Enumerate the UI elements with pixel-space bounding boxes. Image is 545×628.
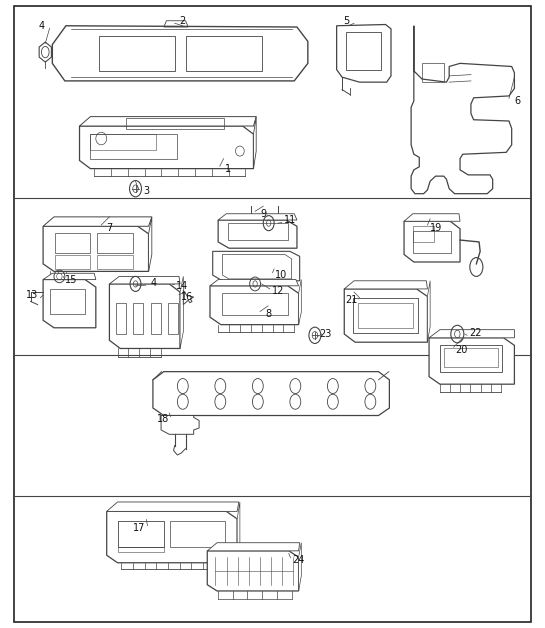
Polygon shape (253, 117, 256, 169)
Bar (98, 232, 133, 252)
Text: 2: 2 (180, 16, 186, 26)
Polygon shape (299, 279, 301, 325)
Polygon shape (43, 273, 96, 279)
Bar (50, 289, 85, 314)
Bar (116, 303, 126, 334)
Polygon shape (43, 226, 149, 271)
Text: 15: 15 (65, 274, 77, 284)
Polygon shape (43, 279, 96, 328)
Text: 6: 6 (514, 96, 520, 106)
Text: 14: 14 (175, 281, 188, 291)
Polygon shape (80, 126, 253, 169)
Bar (151, 303, 161, 334)
Polygon shape (110, 284, 180, 349)
Bar (440, 345, 502, 372)
Bar (185, 36, 262, 71)
Text: 12: 12 (272, 286, 284, 296)
Text: 23: 23 (319, 329, 332, 339)
Text: 11: 11 (284, 215, 296, 225)
Polygon shape (344, 289, 427, 342)
Text: 7: 7 (106, 222, 112, 232)
Text: 4: 4 (38, 21, 45, 31)
Bar (90, 134, 156, 150)
Polygon shape (218, 220, 297, 248)
Polygon shape (80, 117, 256, 126)
Polygon shape (207, 551, 299, 591)
Polygon shape (180, 276, 183, 349)
Bar (346, 32, 381, 70)
Bar (413, 226, 434, 242)
Polygon shape (429, 338, 514, 384)
Polygon shape (427, 281, 430, 342)
Text: 9: 9 (260, 208, 267, 219)
Text: 24: 24 (293, 555, 305, 565)
Polygon shape (213, 251, 300, 281)
Text: 19: 19 (429, 222, 441, 232)
Text: 10: 10 (275, 270, 287, 280)
Bar (228, 222, 288, 240)
Polygon shape (237, 502, 240, 563)
Bar (126, 118, 223, 129)
Polygon shape (299, 543, 301, 591)
Text: 1: 1 (225, 164, 231, 173)
Bar (168, 303, 178, 334)
Bar (353, 298, 418, 333)
Text: 13: 13 (26, 290, 38, 300)
Bar (118, 547, 164, 552)
Text: 18: 18 (156, 414, 169, 425)
Polygon shape (429, 330, 514, 338)
Polygon shape (337, 24, 391, 82)
Text: 16: 16 (181, 292, 193, 302)
Polygon shape (210, 279, 299, 286)
Polygon shape (411, 26, 514, 193)
Bar (99, 36, 174, 71)
Bar (55, 232, 90, 252)
Polygon shape (161, 416, 199, 435)
Polygon shape (153, 372, 389, 416)
Bar (444, 349, 498, 367)
Text: 17: 17 (133, 523, 146, 533)
Bar (98, 255, 133, 269)
Polygon shape (404, 214, 460, 221)
Bar (170, 521, 225, 547)
Polygon shape (52, 26, 308, 81)
Polygon shape (43, 217, 152, 226)
Text: 3: 3 (143, 186, 149, 196)
Text: 8: 8 (265, 309, 271, 319)
Polygon shape (218, 214, 297, 220)
Bar (118, 521, 164, 547)
Text: 22: 22 (469, 328, 482, 338)
Polygon shape (39, 42, 51, 62)
Bar (90, 134, 177, 159)
Polygon shape (110, 276, 180, 284)
Polygon shape (344, 281, 427, 289)
Bar (55, 255, 90, 269)
Polygon shape (404, 221, 460, 262)
Text: 21: 21 (345, 295, 358, 305)
Polygon shape (149, 217, 152, 271)
Bar (422, 63, 444, 82)
Bar (134, 303, 143, 334)
Bar (413, 230, 451, 252)
Polygon shape (107, 502, 239, 511)
Bar (222, 293, 288, 315)
Bar (359, 303, 413, 328)
Polygon shape (183, 290, 193, 305)
Polygon shape (210, 286, 299, 325)
Polygon shape (107, 511, 237, 563)
Polygon shape (207, 543, 300, 551)
Text: 20: 20 (456, 345, 468, 355)
Text: 4: 4 (151, 278, 157, 288)
Text: 5: 5 (343, 16, 349, 26)
